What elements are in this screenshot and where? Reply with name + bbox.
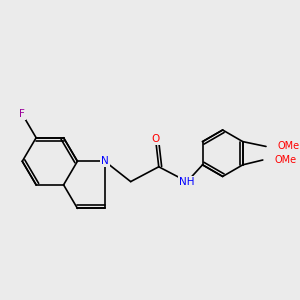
Text: F: F (19, 109, 25, 119)
Text: N: N (101, 156, 109, 166)
Text: O: O (152, 134, 160, 144)
Text: NH: NH (179, 177, 195, 187)
Text: OMe: OMe (277, 142, 299, 152)
Text: OMe: OMe (274, 155, 296, 165)
